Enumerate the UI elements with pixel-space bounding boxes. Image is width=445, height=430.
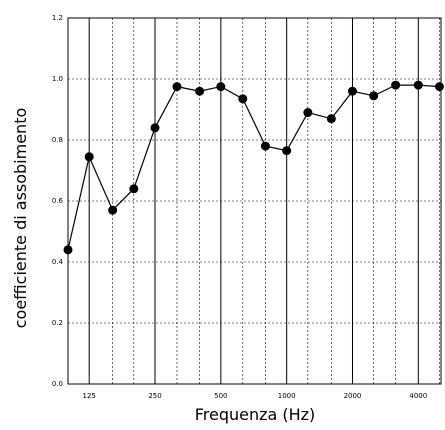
y-tick-label: 1.0 (52, 75, 63, 83)
y-tick-label: 0.2 (52, 319, 63, 327)
y-tick-label: 1.2 (52, 14, 63, 22)
grid (67, 18, 441, 384)
data-point (413, 80, 423, 90)
data-point (347, 86, 357, 96)
x-tick-label: 250 (148, 392, 161, 400)
y-tick-label: 0.8 (52, 136, 63, 144)
data-point (391, 80, 401, 90)
x-tick-label: 500 (214, 392, 227, 400)
data-point (434, 82, 444, 92)
y-tick-label: 0.0 (52, 380, 63, 388)
data-point (303, 108, 313, 118)
y-tick-label: 0.4 (52, 258, 64, 266)
y-axis-title: coefficiente di assobimento (11, 108, 30, 329)
series-line (67, 84, 440, 250)
y-tick-label: 0.6 (52, 197, 64, 205)
x-tick-label: 1000 (278, 392, 296, 400)
data-point (369, 91, 379, 101)
data-point (108, 205, 118, 215)
data-point (238, 94, 248, 104)
data-point (260, 141, 270, 151)
x-axis-title: Frequenza (Hz) (195, 405, 316, 424)
plot-frame (67, 17, 442, 385)
data-point (63, 245, 73, 255)
x-tick-labels: 125 250 500 1000 2000 4000 (83, 392, 428, 400)
data-point (172, 82, 182, 92)
data-point (129, 184, 139, 194)
data-point (195, 86, 205, 96)
data-point (216, 82, 226, 92)
x-tick-label: 4000 (409, 392, 427, 400)
y-tick-labels: 0.0 0.2 0.4 0.6 0.8 1.0 1.2 (52, 14, 64, 388)
data-point (150, 123, 160, 133)
data-point (326, 114, 336, 124)
plot-border (67, 17, 442, 385)
data-point (84, 152, 94, 162)
x-tick-label: 2000 (344, 392, 362, 400)
series-absorption (63, 80, 444, 255)
x-tick-label: 125 (83, 392, 96, 400)
data-point (282, 146, 292, 156)
